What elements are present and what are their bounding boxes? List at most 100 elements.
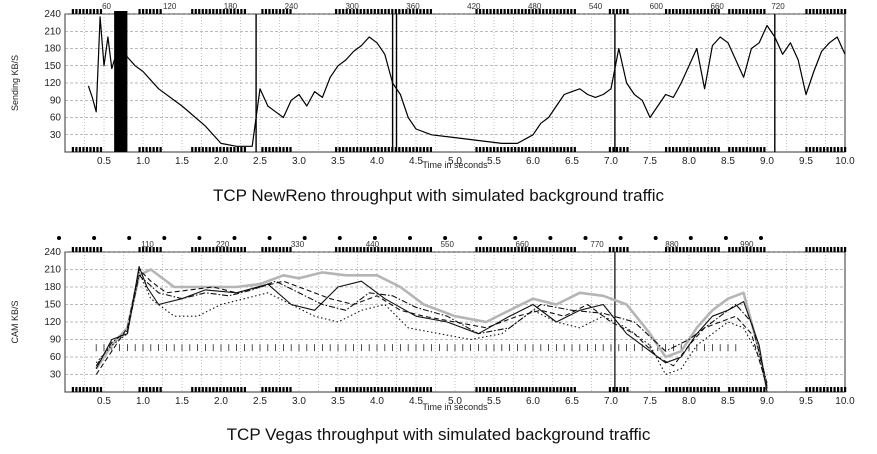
top-packet-mark [240,247,243,252]
top-marker-label: 770 [590,240,604,249]
bottom-packet-mark [82,147,85,152]
top-packet-mark [608,247,612,252]
vegas-chart: 30 60 90 120 150 180 210 240 0.5 1.0 1.5 2.0 2.5 3.0 3… [0,226,877,418]
top-packet-mark [370,9,373,14]
top-packet-mark [201,9,204,14]
bottom-packet-mark [229,387,232,392]
top-packet-mark [693,9,696,14]
bottom-packet-mark [215,147,218,152]
top-packet-mark [145,9,148,14]
top-marker-label: 660 [711,2,725,11]
top-packet-mark [738,247,741,252]
bottom-packet-mark [619,147,622,152]
bottom-packet-mark [191,147,194,152]
top-packet-mark [219,247,222,252]
bottom-packet-mark [194,387,197,392]
top-packet-mark [700,247,703,252]
bottom-packet-mark [478,147,482,152]
top-packet-mark [226,9,229,14]
bottom-packet-mark [819,147,822,152]
top-packet-mark [342,247,345,252]
series-line-1 [95,268,769,390]
top-packet-mark [717,9,720,14]
top-packet-mark [345,247,348,252]
top-packet-mark [261,247,264,252]
bottom-packet-mark [833,147,836,152]
top-packet-mark [275,9,278,14]
top-packet-mark [159,247,162,252]
bottom-packet-mark [822,147,826,152]
bottom-packet-mark [261,147,264,152]
bottom-packet-mark [570,147,573,152]
top-packet-mark [243,247,246,252]
top-packet-mark [271,9,275,14]
bottom-packet-mark [749,387,752,392]
top-packet-mark [233,9,236,14]
top-packet-mark [703,247,706,252]
top-packet-mark [356,247,359,252]
top-packet-mark [264,9,268,14]
bottom-packet-mark [78,147,82,152]
bottom-packet-mark [503,387,506,392]
top-packet-mark [815,9,819,14]
bottom-packet-mark [703,387,706,392]
top-packet-mark [559,9,562,14]
timeout-dot [478,236,483,240]
top-packet-mark [219,9,222,14]
top-packet-mark [552,247,555,252]
timeout-dot [127,236,132,240]
bottom-packet-mark [612,387,615,392]
top-packet-mark [689,9,692,14]
bottom-packet-mark [664,387,668,392]
top-marker-label: 600 [650,2,664,11]
top-packet-mark [419,247,422,252]
bottom-packet-mark [71,147,74,152]
x-tick-label: 7.5 [643,156,657,167]
bottom-packet-mark [366,387,369,392]
top-packet-mark [373,9,376,14]
top-marker-label: 720 [771,2,785,11]
bottom-packet-mark [412,387,415,392]
top-packet-mark [75,9,78,14]
bottom-packet-mark [89,147,92,152]
bottom-packet-mark [208,147,211,152]
top-packet-mark [608,9,612,14]
y-tick-label: 120 [44,317,61,328]
bottom-packet-mark [545,387,548,392]
top-marker-label: 240 [285,2,299,11]
bottom-packet-mark [808,147,812,152]
top-packet-mark [391,9,394,14]
timeout-dot [232,236,237,240]
bottom-packet-mark [514,147,517,152]
top-packet-mark [686,247,689,252]
top-packet-mark [822,9,826,14]
top-packet-mark [808,247,812,252]
top-packet-mark [808,9,812,14]
top-packet-mark [573,247,576,252]
bottom-packet-mark [826,147,829,152]
x-tick-label: 3.0 [292,396,306,407]
bottom-packet-mark [363,147,366,152]
top-packet-mark [401,247,404,252]
bottom-packet-mark [345,387,348,392]
bottom-packet-mark [710,147,713,152]
bottom-packet-mark [198,387,201,392]
bottom-packet-mark [531,147,534,152]
bottom-packet-mark [689,147,692,152]
top-packet-mark [89,9,92,14]
x-tick-label: 5.5 [487,396,501,407]
bottom-packet-mark [524,387,527,392]
top-packet-mark [426,9,429,14]
bottom-packet-mark [75,147,78,152]
bottom-packet-mark [201,387,204,392]
top-packet-mark [812,9,815,14]
top-packet-mark [149,9,152,14]
bottom-packet-mark [222,147,225,152]
bottom-packet-mark [752,387,755,392]
x-tick-label: 8.5 [721,396,735,407]
top-packet-mark [398,9,401,14]
x-tick-label: 6.5 [565,156,579,167]
top-packet-mark [542,247,545,252]
bottom-packet-mark [138,387,141,392]
x-tick-label: 7.0 [604,396,618,407]
